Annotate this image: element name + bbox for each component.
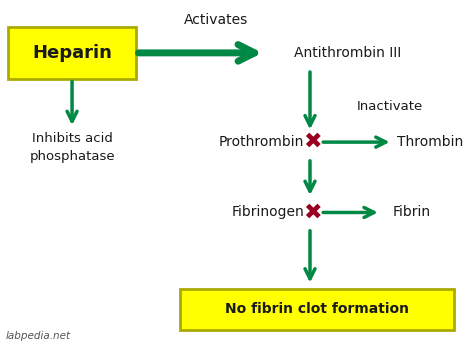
Text: Inhibits acid
phosphatase: Inhibits acid phosphatase [29, 132, 115, 163]
Text: labpedia.net: labpedia.net [6, 331, 71, 341]
Text: Inactivate: Inactivate [357, 100, 423, 113]
Text: Fibrinogen: Fibrinogen [232, 206, 304, 219]
Text: ✖: ✖ [303, 202, 322, 222]
Text: Activates: Activates [183, 13, 248, 27]
FancyBboxPatch shape [9, 27, 136, 79]
Text: Heparin: Heparin [32, 44, 112, 62]
Text: Thrombin: Thrombin [397, 135, 463, 149]
Text: Fibrin: Fibrin [392, 206, 430, 219]
FancyBboxPatch shape [181, 289, 454, 330]
Text: Prothrombin: Prothrombin [219, 135, 304, 149]
Text: ✖: ✖ [303, 132, 322, 152]
Text: Antithrombin III: Antithrombin III [294, 46, 401, 60]
Text: No fibrin clot formation: No fibrin clot formation [225, 302, 409, 316]
